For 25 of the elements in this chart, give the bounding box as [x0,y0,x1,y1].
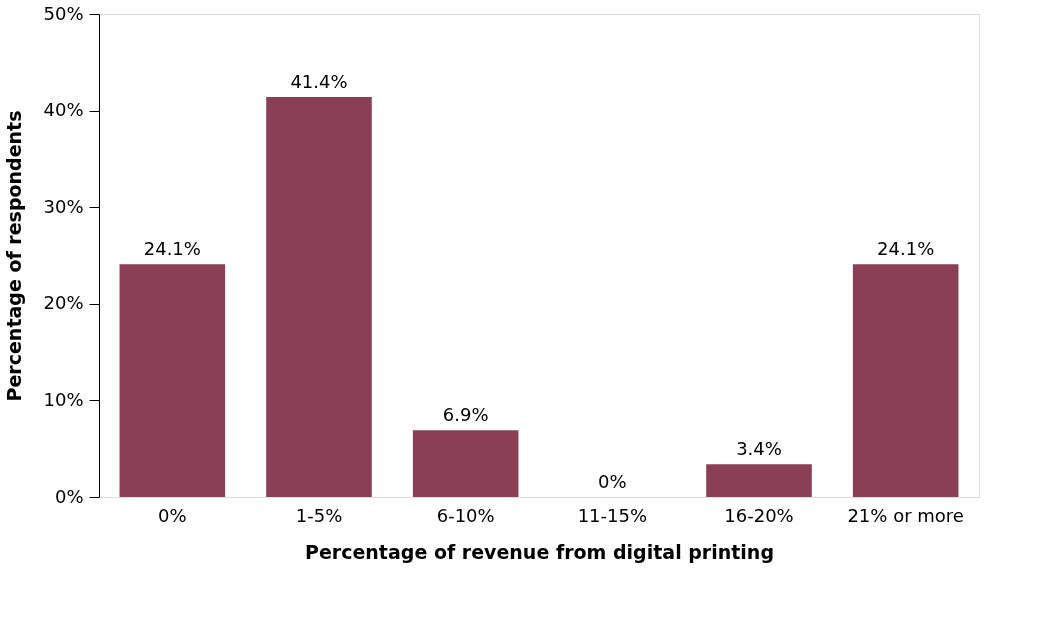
data-label: 6.9% [442,404,489,426]
x-axis-title: Percentage of revenue from digital printing [305,540,774,563]
data-label: 24.1% [143,238,201,260]
x-tick-label: 21% or more [847,504,964,526]
data-label: 0% [598,471,627,492]
data-label: 3.4% [736,438,782,460]
x-tick-label: 1-5% [295,504,343,526]
bar [852,264,959,497]
y-tick-label: 0% [54,485,84,507]
y-tick-label: 10% [43,388,84,410]
data-label: 41.4% [290,71,348,93]
bar [119,264,226,497]
x-tick-label: 16-20% [724,504,794,526]
data-label: 24.1% [877,238,935,260]
x-tick-label: 6-10% [436,504,495,526]
y-tick-label: 30% [43,195,84,217]
bar [706,464,812,497]
y-axis-title: Percentage of respondents [3,110,26,402]
x-tick-label: 11-15% [577,504,648,526]
bar [412,430,519,497]
x-tick-label: 0% [158,504,187,526]
y-tick-label: 20% [43,292,84,314]
bar [266,97,372,497]
y-tick-label: 50% [43,2,84,24]
y-tick-label: 40% [43,99,84,121]
